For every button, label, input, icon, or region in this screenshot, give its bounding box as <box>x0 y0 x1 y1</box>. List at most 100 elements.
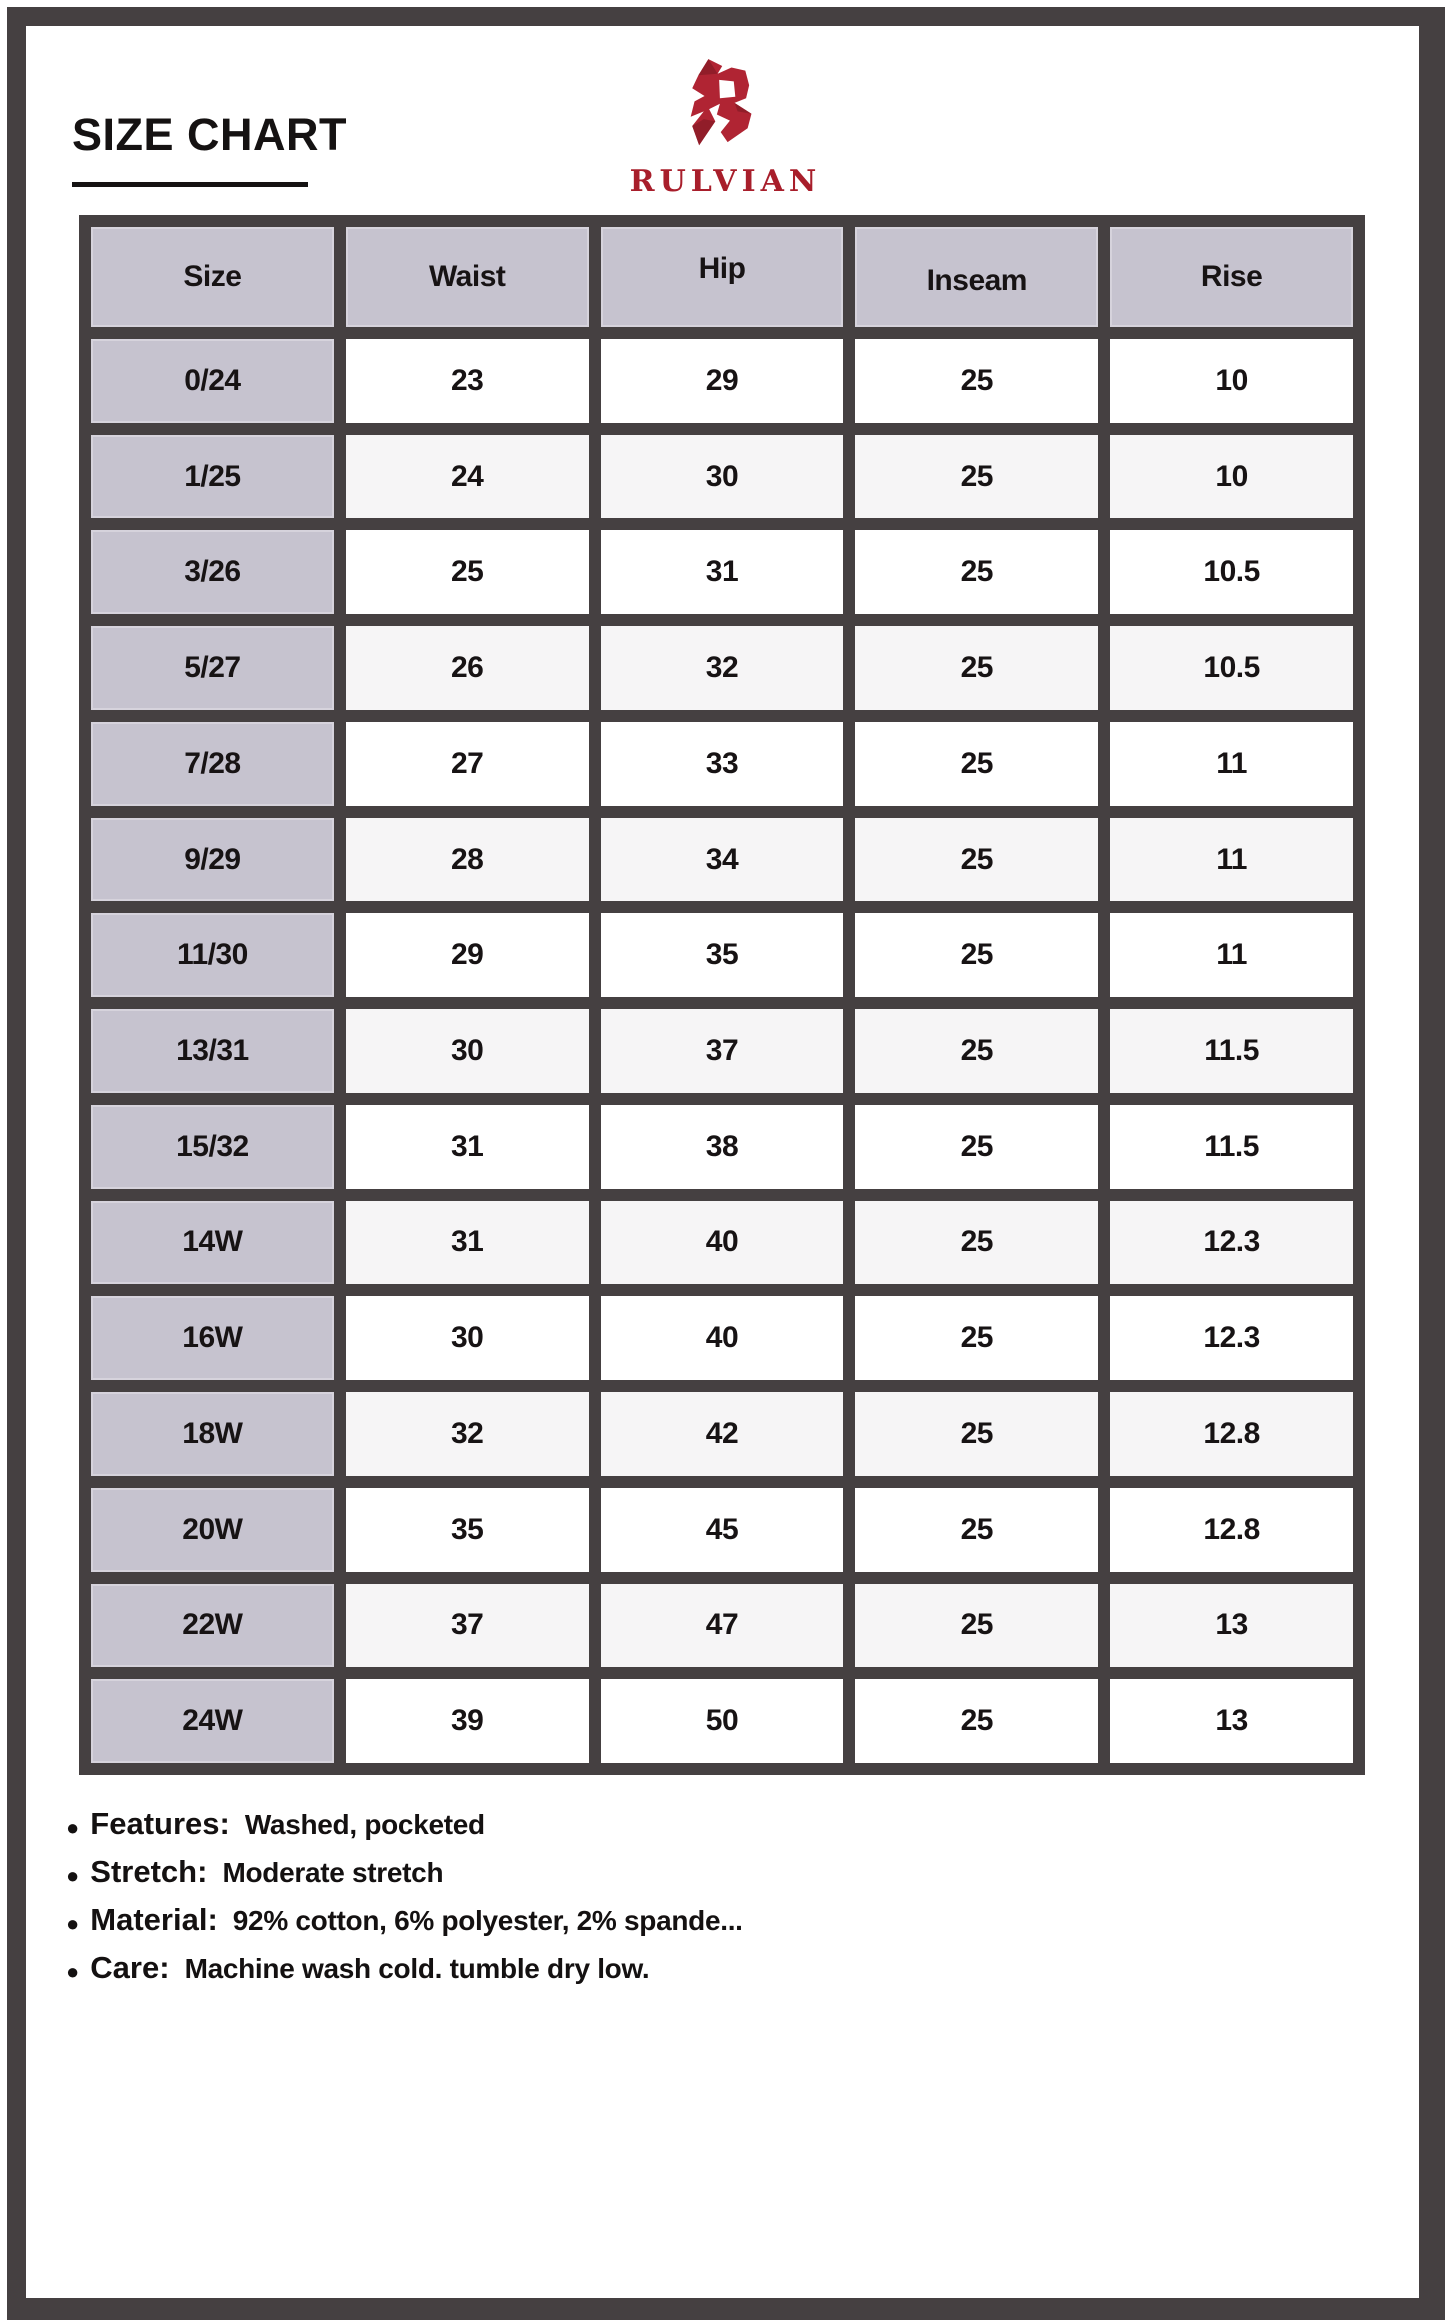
table-cell: 50 <box>600 1679 844 1763</box>
table-cell: 11 <box>1110 721 1353 806</box>
table-cell: 23 <box>345 339 589 423</box>
table-cell: 42 <box>600 1392 844 1476</box>
table-cell: 25 <box>855 1392 1099 1476</box>
size-cell: 0/24 <box>91 339 334 423</box>
table-cell: 25 <box>855 434 1099 519</box>
size-cell: 22W <box>91 1583 334 1668</box>
table-cell: 31 <box>345 1200 589 1285</box>
product-details-list: ● Features: Washed, pocketed ● Stretch: … <box>66 1806 1066 1998</box>
detail-item-stretch: ● Stretch: Moderate stretch <box>66 1854 1066 1902</box>
table-cell: 25 <box>855 1487 1099 1572</box>
table-cell: 28 <box>345 817 589 902</box>
size-cell: 7/28 <box>91 721 334 806</box>
table-cell: 11.5 <box>1110 1009 1353 1093</box>
table-cell: 12.3 <box>1110 1200 1353 1285</box>
table-cell: 47 <box>600 1583 844 1668</box>
page-title: SIZE CHART <box>72 109 347 160</box>
table-cell: 29 <box>345 913 589 998</box>
size-cell: 14W <box>91 1200 334 1285</box>
table-cell: 11 <box>1110 913 1353 998</box>
table-cell: 35 <box>600 913 844 998</box>
table-cell: 27 <box>345 721 589 806</box>
table-cell: 12.3 <box>1110 1296 1353 1381</box>
bullet-icon: ● <box>66 1815 80 1840</box>
size-cell: 20W <box>91 1487 334 1572</box>
table-cell: 30 <box>345 1009 589 1093</box>
table-cell: 30 <box>600 434 844 519</box>
table-cell: 45 <box>600 1487 844 1572</box>
table-cell: 39 <box>345 1679 589 1763</box>
table-cell: 34 <box>600 817 844 902</box>
detail-item-features: ● Features: Washed, pocketed <box>66 1806 1066 1854</box>
bullet-icon: ● <box>66 1959 80 1984</box>
table-cell: 29 <box>600 339 844 423</box>
table-cell: 25 <box>345 530 589 615</box>
detail-value: Washed, pocketed <box>244 1809 485 1840</box>
column-header-hip: Hip <box>600 227 844 327</box>
size-chart-table: Size Waist Hip Inseam Rise 0/24 23 29 25 10 1… <box>79 215 1365 1775</box>
brand-logo: RULVIAN <box>523 44 923 199</box>
table-cell: 13 <box>1110 1583 1353 1668</box>
detail-label: Care: <box>90 1950 170 1985</box>
size-cell: 24W <box>91 1679 334 1763</box>
table-cell: 32 <box>345 1392 589 1476</box>
table-cell: 10 <box>1110 434 1353 519</box>
column-header-inseam: Inseam <box>855 227 1099 327</box>
bullet-icon: ● <box>66 1863 80 1888</box>
table-cell: 25 <box>855 1104 1099 1189</box>
table-cell: 26 <box>345 626 589 710</box>
table-cell: 30 <box>345 1296 589 1381</box>
table-cell: 25 <box>855 1679 1099 1763</box>
bullet-icon: ● <box>66 1911 80 1936</box>
table-cell: 25 <box>855 530 1099 615</box>
table-cell: 40 <box>600 1200 844 1285</box>
table-cell: 11 <box>1110 817 1353 902</box>
size-cell: 15/32 <box>91 1104 334 1189</box>
size-cell: 5/27 <box>91 626 334 710</box>
column-header-waist: Waist <box>345 227 589 327</box>
detail-label: Stretch: <box>90 1854 208 1889</box>
detail-value: Moderate stretch <box>222 1857 444 1888</box>
table-cell: 31 <box>345 1104 589 1189</box>
detail-item-material: ● Material: 92% cotton, 6% polyester, 2%… <box>66 1902 1066 1950</box>
rulvian-r-monogram-icon <box>690 59 752 146</box>
table-cell: 31 <box>600 530 844 615</box>
table-cell: 10.5 <box>1110 530 1353 615</box>
table-cell: 10 <box>1110 339 1353 423</box>
table-cell: 13 <box>1110 1679 1353 1763</box>
table-cell: 25 <box>855 913 1099 998</box>
size-cell: 16W <box>91 1296 334 1381</box>
table-cell: 25 <box>855 1296 1099 1381</box>
table-cell: 24 <box>345 434 589 519</box>
table-cell: 25 <box>855 626 1099 710</box>
table-cell: 25 <box>855 1200 1099 1285</box>
title-underline <box>72 182 308 187</box>
table-cell: 40 <box>600 1296 844 1381</box>
size-cell: 11/30 <box>91 913 334 998</box>
size-cell: 18W <box>91 1392 334 1476</box>
table-cell: 37 <box>600 1009 844 1093</box>
size-cell: 13/31 <box>91 1009 334 1093</box>
detail-label: Material: <box>90 1902 218 1937</box>
brand-name: RULVIAN <box>629 164 822 199</box>
table-cell: 10.5 <box>1110 626 1353 710</box>
detail-label: Features: <box>90 1806 230 1841</box>
table-cell: 32 <box>600 626 844 710</box>
column-header-rise: Rise <box>1110 227 1353 327</box>
detail-value: 92% cotton, 6% polyester, 2% spande... <box>232 1905 743 1936</box>
size-cell: 1/25 <box>91 434 334 519</box>
table-cell: 25 <box>855 721 1099 806</box>
size-cell: 3/26 <box>91 530 334 615</box>
table-cell: 25 <box>855 339 1099 423</box>
table-cell: 12.8 <box>1110 1487 1353 1572</box>
column-header-size: Size <box>91 227 334 327</box>
table-cell: 35 <box>345 1487 589 1572</box>
table-cell: 25 <box>855 1583 1099 1668</box>
size-cell: 9/29 <box>91 817 334 902</box>
detail-value: Machine wash cold. tumble dry low. <box>184 1953 650 1984</box>
detail-item-care: ● Care: Machine wash cold. tumble dry lo… <box>66 1950 1066 1998</box>
table-cell: 37 <box>345 1583 589 1668</box>
table-cell: 25 <box>855 1009 1099 1093</box>
table-cell: 12.8 <box>1110 1392 1353 1476</box>
